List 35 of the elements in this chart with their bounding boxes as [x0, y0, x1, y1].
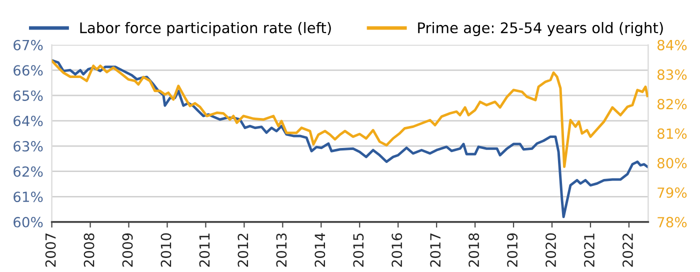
- y2-tick-label: 82%: [657, 98, 687, 110]
- x-tick-label: 2021: [584, 234, 595, 267]
- x-tick-label: 2019: [507, 233, 518, 267]
- line-series: [52, 60, 648, 168]
- line-series: [52, 59, 648, 218]
- x-tick-label: 2016: [392, 233, 402, 267]
- y-tick-label: 64%: [14, 116, 43, 126]
- y2-tick-label: 78%: [658, 216, 687, 228]
- y2-tick-label: 81%: [657, 128, 687, 139]
- y-tick-label: 67%: [14, 40, 43, 50]
- y2-tick-label: 83%: [657, 69, 687, 80]
- legend-label: Prime age: 25-54 years old (right): [418, 22, 663, 36]
- y2-tick-label: 84%: [657, 40, 687, 50]
- x-tick-label: 2020: [546, 233, 556, 267]
- x-tick-label: 2018: [468, 233, 480, 267]
- y-tick-label: 63%: [14, 141, 43, 152]
- x-tick-label: 2007: [45, 234, 56, 267]
- x-tick-label: 2008: [84, 233, 94, 267]
- y2-tick-label: 80%: [657, 158, 687, 168]
- y-tick-label: 60%: [14, 216, 43, 228]
- y2-tick-label: 79%: [658, 187, 687, 198]
- y-tick-label: 61%: [14, 192, 43, 202]
- y-tick-label: 66%: [14, 65, 43, 76]
- x-tick-label: 2013: [276, 233, 287, 267]
- x-tick-label: 2010: [160, 233, 172, 267]
- x-tick-label: 2011: [199, 234, 210, 267]
- x-tick-label: 2022: [622, 234, 633, 267]
- y-tick-label: 62%: [14, 166, 43, 177]
- x-tick-label: 2009: [122, 233, 133, 267]
- x-tick-label: 2014: [314, 233, 326, 267]
- x-tick-label: 2012: [238, 234, 248, 267]
- x-tick-label: 2015: [353, 234, 364, 267]
- legend-label: Labor force participation rate (left): [80, 22, 331, 36]
- y-tick-label: 65%: [14, 90, 43, 101]
- x-tick-label: 2017: [430, 234, 441, 267]
